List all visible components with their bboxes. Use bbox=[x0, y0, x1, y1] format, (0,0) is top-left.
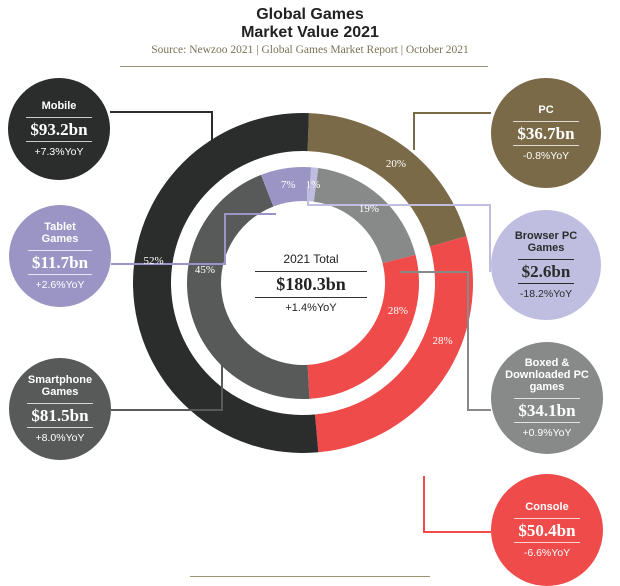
console-inner-share-label: 28% bbox=[387, 304, 409, 317]
outer-ring-console-slice bbox=[314, 236, 473, 453]
browser-share-label: 1% bbox=[305, 178, 321, 191]
console-value: $50.4bn bbox=[514, 518, 580, 543]
mobile-name: Mobile bbox=[41, 100, 77, 112]
mobile-yoy: +7.3%YoY bbox=[34, 146, 84, 158]
chart-title-line1: Global Games bbox=[256, 6, 364, 23]
pc-bubble: PC $36.7bn -0.8%YoY bbox=[491, 78, 601, 188]
mobile-share-label: 52% bbox=[143, 254, 164, 267]
inner-ring bbox=[187, 167, 419, 399]
inner-ring-tablet-slice bbox=[261, 167, 312, 207]
pc-name: PC bbox=[538, 104, 554, 116]
smartphone-share-label: 45% bbox=[194, 263, 215, 276]
connector-lines bbox=[110, 111, 491, 533]
boxed-bubble: Boxed & Downloaded PC games $34.1bn +0.9… bbox=[491, 342, 603, 454]
smartphone-name: Smartphone Games bbox=[27, 374, 93, 398]
boxed-share-label: 19% bbox=[358, 203, 380, 216]
inner-connector-lines bbox=[111, 188, 491, 411]
smartphone-bubble: Smartphone Games $81.5bn +8.0%YoY bbox=[9, 358, 111, 460]
mobile-connector bbox=[110, 111, 213, 140]
inner-ring-boxed-slice bbox=[313, 168, 416, 264]
boxed-value: $34.1bn bbox=[514, 398, 580, 423]
tablet-value: $11.7bn bbox=[27, 250, 93, 275]
pc-share-label: 20% bbox=[385, 158, 407, 170]
mobile-bubble: Mobile $93.2bn +7.3%YoY bbox=[8, 78, 110, 180]
boxed-connector bbox=[400, 271, 491, 411]
boxed-yoy: +0.9%YoY bbox=[522, 427, 572, 439]
console-share-label: 28% bbox=[432, 334, 453, 347]
console-name: Console bbox=[525, 501, 569, 513]
console-bubble: Console $50.4bn -6.6%YoY bbox=[491, 474, 603, 586]
footer-divider bbox=[190, 576, 430, 577]
total-label: 2021 Total bbox=[283, 252, 339, 266]
pc-connector bbox=[413, 112, 491, 150]
console-connector bbox=[423, 476, 491, 533]
browser-yoy: -18.2%YoY bbox=[519, 288, 573, 300]
tablet-share-label: 7% bbox=[280, 179, 296, 192]
browser-name: Browser PC Games bbox=[514, 230, 578, 254]
header-divider bbox=[120, 66, 488, 67]
mobile-value: $93.2bn bbox=[26, 117, 92, 142]
console-yoy: -6.6%YoY bbox=[523, 547, 571, 559]
outer-ring-mobile-slice bbox=[133, 113, 319, 453]
inner-ring-console_inner-slice bbox=[307, 254, 419, 399]
outer-ring bbox=[133, 113, 473, 453]
browser-value: $2.6bn bbox=[517, 259, 575, 284]
chart-title-line2: Market Value 2021 bbox=[241, 24, 379, 41]
tablet-connector bbox=[111, 213, 276, 265]
tablet-bubble: Tablet Games $11.7bn +2.6%YoY bbox=[9, 205, 111, 307]
total-yoy: +1.4%YoY bbox=[285, 302, 337, 314]
inner-ring-browser-slice bbox=[308, 167, 319, 202]
smartphone-connector bbox=[111, 360, 223, 411]
pc-yoy: -0.8%YoY bbox=[522, 150, 570, 162]
smartphone-yoy: +8.0%YoY bbox=[35, 432, 85, 444]
total-value: $180.3bn bbox=[255, 271, 367, 298]
tablet-name: Tablet Games bbox=[41, 221, 79, 245]
outer-ring-pc-slice bbox=[307, 113, 467, 247]
tablet-yoy: +2.6%YoY bbox=[35, 279, 85, 291]
browser-bubble: Browser PC Games $2.6bn -18.2%YoY bbox=[491, 210, 601, 320]
source-note: Source: Newzoo 2021 | Global Games Marke… bbox=[151, 44, 469, 56]
browser-connector bbox=[307, 188, 491, 272]
total-summary: 2021 Total $180.3bn +1.4%YoY bbox=[249, 252, 373, 314]
inner-ring-smartphone-slice bbox=[187, 174, 310, 399]
boxed-name: Boxed & Downloaded PC games bbox=[505, 357, 589, 393]
pc-value: $36.7bn bbox=[513, 121, 579, 146]
smartphone-value: $81.5bn bbox=[27, 403, 93, 428]
